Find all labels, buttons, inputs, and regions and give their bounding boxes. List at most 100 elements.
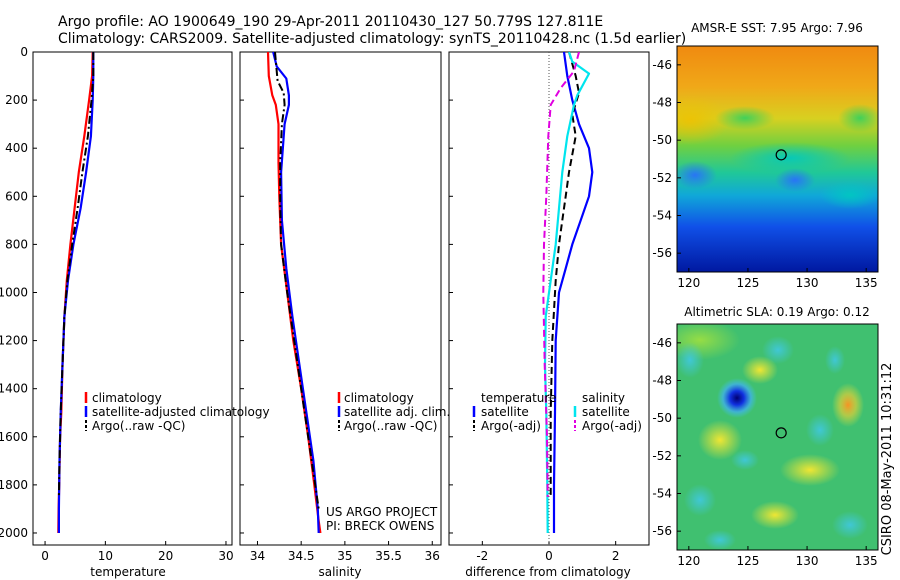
legend-heading-salinity: salinity — [582, 391, 625, 405]
x-tick-label: 2 — [612, 549, 620, 563]
map-y-tick-label: -56 — [652, 246, 672, 260]
sst-map-title: AMSR-E SST: 7.95 Argo: 7.96 — [691, 21, 863, 35]
temperature-profiles — [57, 52, 95, 534]
legend-label: satellite — [481, 405, 529, 419]
sla-yellow-patch — [698, 420, 742, 460]
legend-label: climatology — [344, 391, 414, 405]
sla-cyan-patch — [704, 530, 736, 550]
x-tick-label: -2 — [476, 549, 488, 563]
sst-heatmap — [677, 46, 878, 272]
x-tick-label: 34 — [250, 549, 265, 563]
series-line-temperature-argo-adj — [549, 52, 580, 497]
series-line-temperature-satellite — [552, 52, 594, 533]
depth-tick-label: 1600 — [0, 430, 28, 444]
difference-x-axis: -2 0 2 — [476, 541, 619, 563]
legend-label: Argo(..raw -QC) — [344, 419, 437, 433]
sla-cyan-patch — [731, 450, 759, 470]
salinity-legend: climatology satellite adj. clim. Argo(..… — [337, 391, 450, 433]
x-tick-label: 34.5 — [288, 549, 315, 563]
temperature-legend: climatology satellite-adjusted climatolo… — [84, 391, 270, 433]
temperature-panel-frame — [32, 51, 233, 546]
sst-blue-patch — [677, 161, 717, 189]
sst-cool-patch — [820, 181, 878, 209]
sla-cyan-patch — [762, 336, 794, 364]
credit-line-2: PI: BRECK OWENS — [326, 519, 434, 533]
legend-label: climatology — [92, 391, 162, 405]
x-tick-label: 36 — [425, 549, 440, 563]
map-y-tick-label: -50 — [652, 133, 672, 147]
map-x-tick-label: 130 — [796, 554, 819, 568]
difference-profiles — [542, 52, 594, 534]
sla-map-frame — [676, 323, 879, 551]
sst-cool-patch — [730, 142, 850, 174]
legend-heading-temperature: temperature — [481, 391, 556, 405]
depth-tick-label: 1800 — [0, 478, 28, 492]
map-y-tick-label: -46 — [652, 336, 672, 350]
map-x-tick-label: 135 — [855, 276, 878, 290]
series-line-argo-raw-qc — [57, 52, 95, 497]
sla-yellow-patch — [751, 501, 799, 529]
salinity-panel-frame — [239, 51, 442, 546]
legend-label: satellite — [582, 405, 630, 419]
x-tick-label: 30 — [218, 549, 233, 563]
x-tick-label: 0 — [545, 549, 553, 563]
depth-axis: 0 200 400 600 800 1000 1200 1400 1600 1800 2000 — [0, 45, 453, 540]
sla-cyan-patch — [684, 484, 716, 516]
temperature-x-axis: 0 10 20 30 — [41, 541, 234, 563]
map-y-tick-label: -54 — [652, 487, 672, 501]
map-y-tick-label: -48 — [652, 96, 672, 110]
legend-label: Argo(..raw -QC) — [92, 419, 185, 433]
sst-blue-patch — [775, 168, 815, 192]
depth-tick-label: 1200 — [0, 334, 28, 348]
sla-cyan-patch — [806, 414, 834, 446]
depth-tick-label: 200 — [5, 93, 28, 107]
legend-label: Argo(-adj) — [582, 419, 642, 433]
depth-tick-label: 1400 — [0, 382, 28, 396]
depth-tick-label: 2000 — [0, 526, 28, 540]
series-line-climatology — [57, 52, 94, 534]
map-x-tick-label: 125 — [736, 554, 759, 568]
sla-cyan-patch — [832, 511, 868, 539]
map-y-tick-label: -54 — [652, 209, 672, 223]
map-x-tick-label: 130 — [796, 276, 819, 290]
sla-eddy-positive — [832, 383, 864, 427]
sla-yellow-patch — [780, 454, 840, 486]
x-tick-label: 20 — [158, 549, 173, 563]
argo-location-marker — [775, 149, 787, 161]
sst-map-axes: 120 125 130 135 -46 -48 -50 -52 -54 -56 — [652, 58, 877, 290]
salinity-axis-label: salinity — [318, 565, 361, 579]
depth-tick-label: 800 — [5, 237, 28, 251]
series-line-satellite-adjusted-climatology — [57, 52, 95, 533]
map-x-tick-label: 125 — [736, 276, 759, 290]
map-x-tick-label: 120 — [677, 554, 700, 568]
salinity-x-axis: 34 34.5 35 35.5 36 — [250, 541, 440, 563]
depth-tick-label: 0 — [20, 45, 28, 59]
map-y-tick-label: -56 — [652, 524, 672, 538]
header-line-2: Climatology: CARS2009. Satellite-adjuste… — [58, 31, 686, 47]
map-x-tick-label: 135 — [855, 554, 878, 568]
series-line-salinity-argo-adj — [542, 52, 580, 497]
sla-map-axes: 120 125 130 135 -46 -48 -50 -52 -54 -56 — [652, 336, 877, 568]
legend-label: satellite-adjusted climatology — [92, 405, 270, 419]
series-line-argo-raw-qc — [274, 52, 320, 510]
sla-yellow-patch — [742, 356, 778, 384]
temperature-axis-label: temperature — [90, 565, 165, 579]
legend-label: Argo(-adj) — [481, 419, 541, 433]
difference-legend: temperature satellite Argo(-adj) salinit… — [472, 391, 642, 433]
sla-map-title: Altimetric SLA: 0.19 Argo: 0.12 — [684, 305, 869, 319]
legend-label: satellite adj. clim. — [344, 405, 450, 419]
depth-tick-label: 1000 — [0, 285, 28, 299]
x-tick-label: 35.5 — [375, 549, 402, 563]
sst-warm-patch — [677, 95, 730, 145]
x-tick-label: 35 — [337, 549, 352, 563]
x-tick-label: 10 — [98, 549, 113, 563]
sst-map-frame — [676, 45, 879, 273]
salinity-profiles — [266, 52, 322, 534]
map-y-tick-label: -48 — [652, 374, 672, 388]
map-x-tick-label: 120 — [677, 276, 700, 290]
sla-cyan-patch — [677, 342, 704, 378]
credit-line-1: US ARGO PROJECT — [326, 505, 438, 519]
map-y-tick-label: -52 — [652, 171, 672, 185]
timestamp-vertical: CSIRO 08-May-2011 10:31:12 — [880, 363, 895, 556]
